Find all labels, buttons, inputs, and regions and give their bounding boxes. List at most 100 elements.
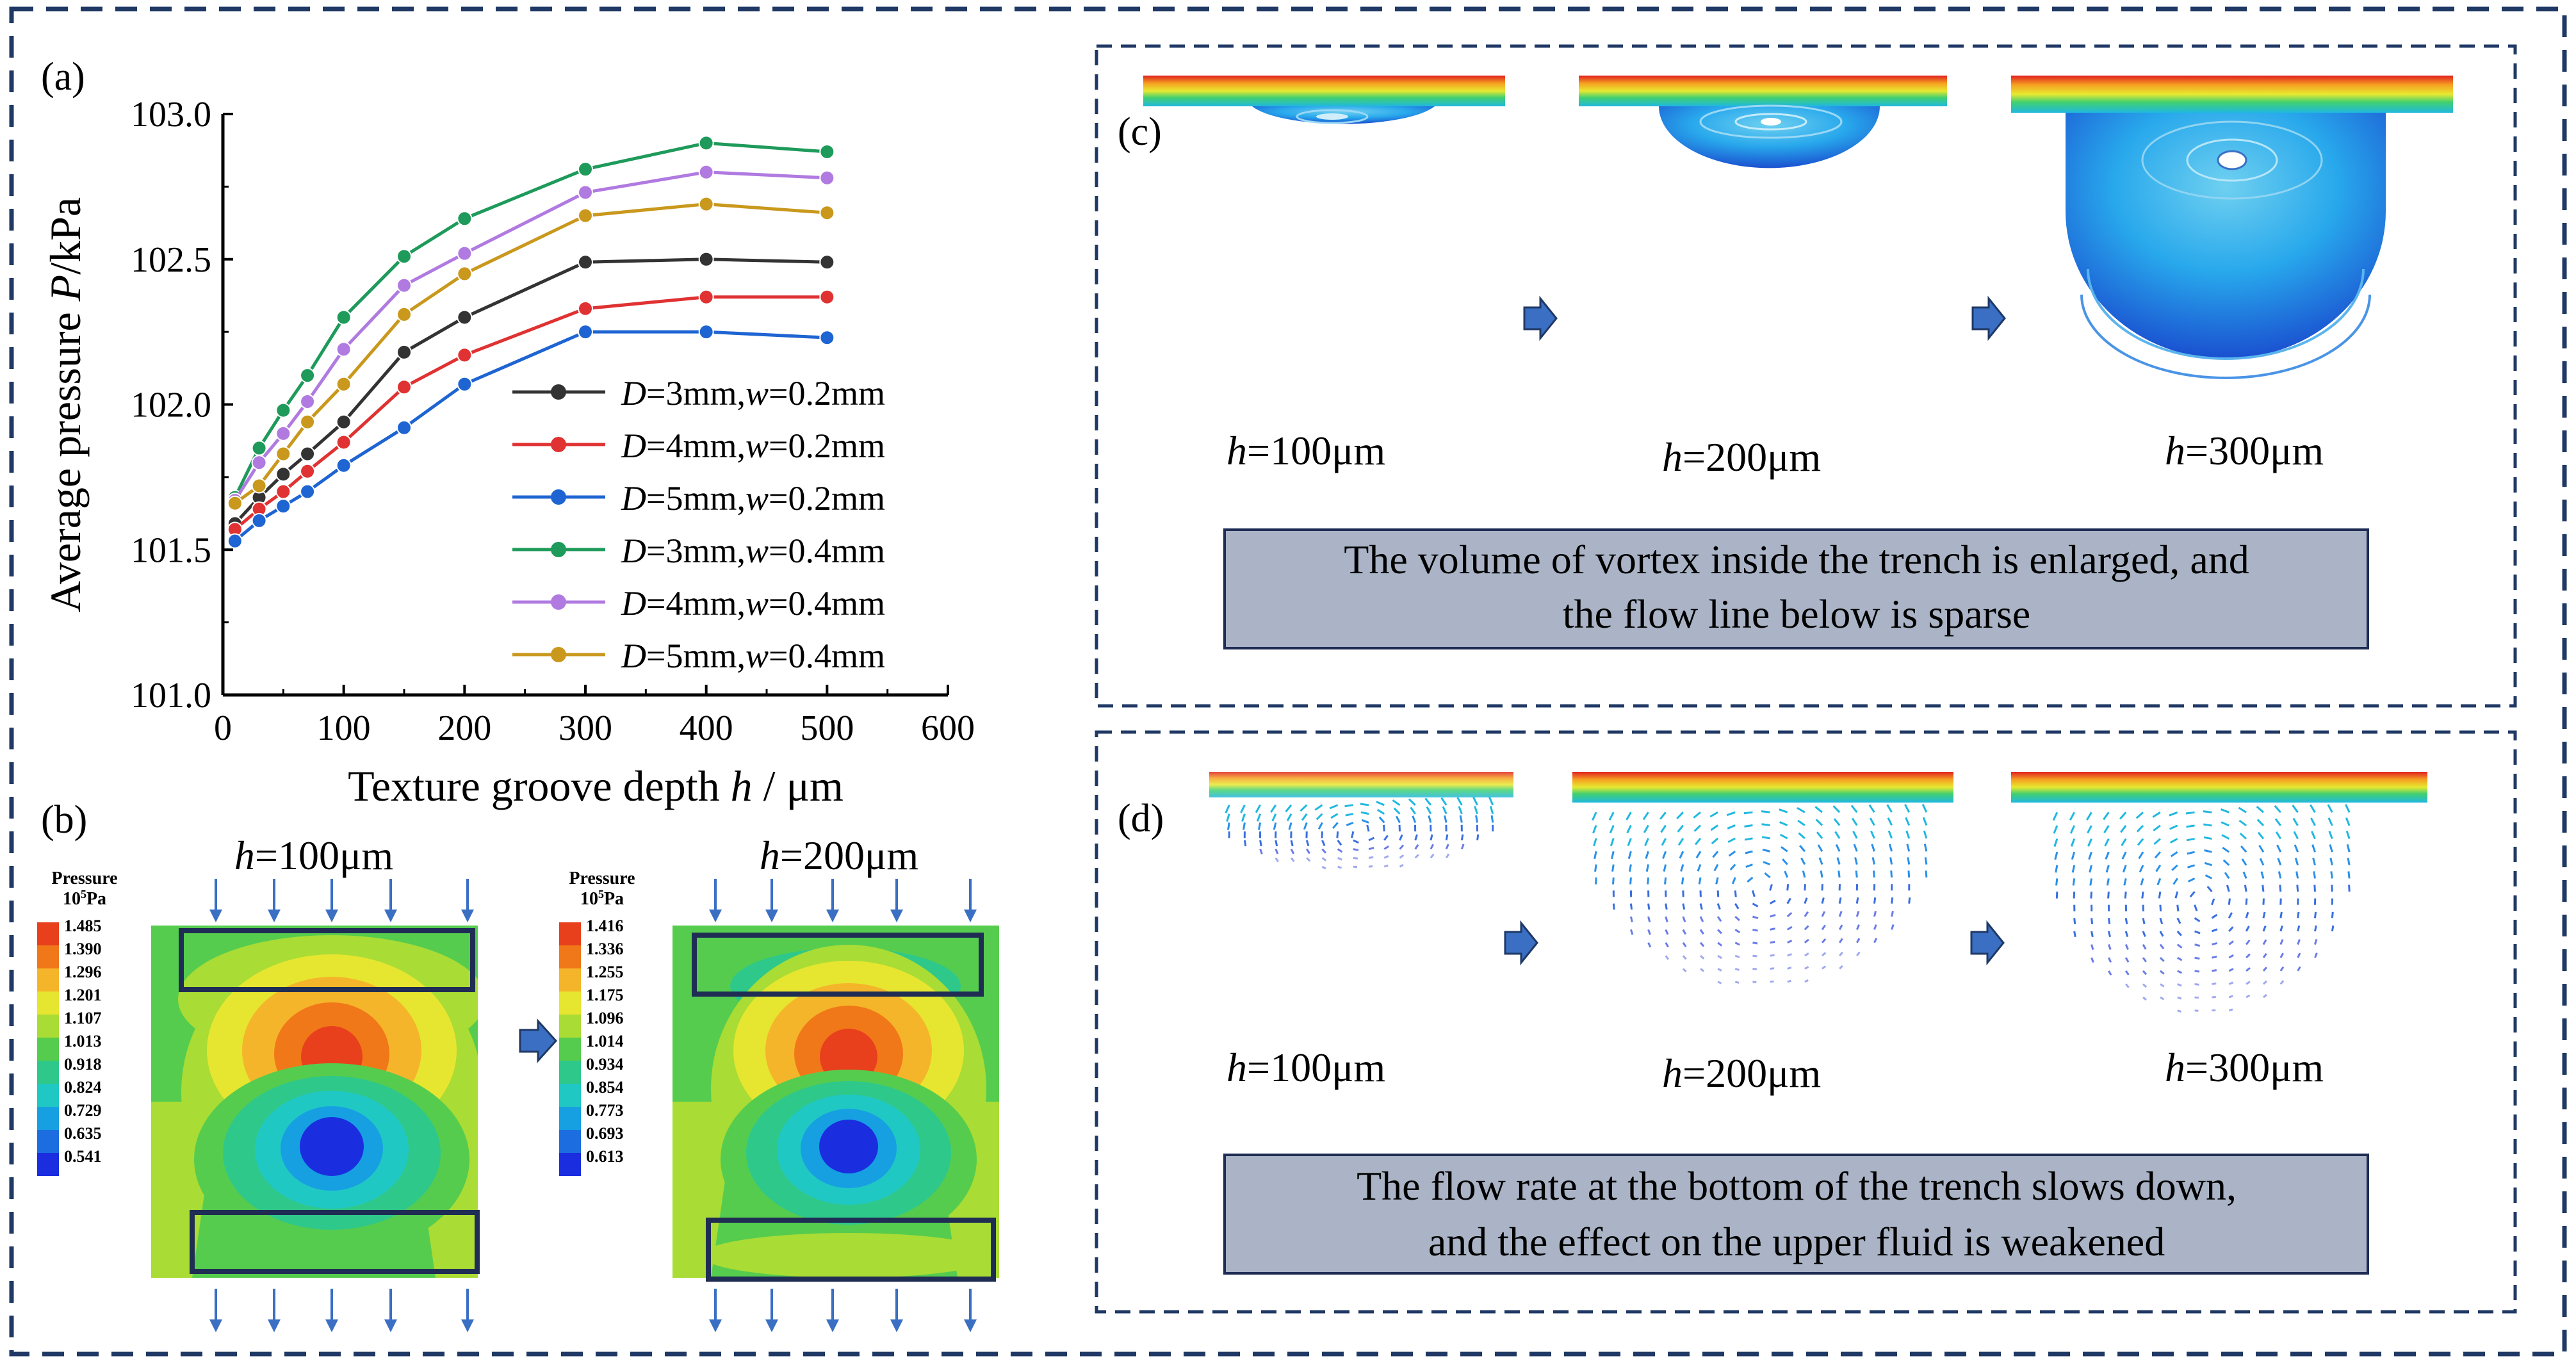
data-point (300, 446, 316, 462)
vector-dash (1699, 903, 1703, 910)
vector-dash (2156, 877, 2162, 886)
vector-dash (1890, 870, 1893, 878)
data-point (275, 498, 291, 514)
vector-dash (1645, 851, 1649, 860)
vector-dash (1836, 857, 1841, 865)
vector-dash (1852, 831, 1858, 839)
vector-dash (1383, 855, 1389, 859)
vector-dash (1679, 851, 1684, 859)
vector-dash (1838, 938, 1843, 943)
vector-dash (2296, 885, 2299, 892)
vector-dash (2327, 817, 2333, 826)
vector-dash (1787, 979, 1791, 983)
vector-dash (2142, 931, 2146, 937)
vector-dash (1488, 796, 1494, 806)
vector-dash (1734, 890, 1737, 897)
vector-dash (2185, 811, 2195, 815)
scale-label: 0.541 (64, 1147, 102, 1166)
vector-dash (1663, 864, 1667, 872)
vector-dash (1424, 797, 1432, 806)
vector-dash (1770, 954, 1775, 957)
scale-label: 1.107 (64, 1009, 102, 1027)
vector-dash (2240, 845, 2247, 853)
vector-dash (1317, 822, 1323, 830)
scale-label: 1.013 (64, 1032, 102, 1050)
chart-series (227, 135, 835, 549)
vector-dash (1821, 911, 1826, 917)
vector-dash (1393, 807, 1401, 815)
vector-dash (2124, 891, 2127, 899)
vector-dash (2212, 942, 2218, 946)
vector-dash (1786, 926, 1793, 931)
x-tick-label: 400 (680, 708, 733, 748)
vector-dash (1873, 911, 1877, 917)
vector-dash (2329, 858, 2333, 866)
vector-dash (1873, 938, 1878, 943)
scale-label: 0.729 (64, 1101, 102, 1120)
vector-dash (2107, 931, 2111, 938)
vector-dash (1255, 804, 1261, 813)
vector-dash (2212, 956, 2217, 959)
scale-label: 0.934 (586, 1055, 624, 1073)
vector-dash (1699, 942, 1705, 947)
vector-dash (1873, 897, 1877, 904)
legend-label-6: D=5mm,w=0.4mm (621, 637, 885, 675)
vector-dash (1727, 824, 1736, 829)
vector-dash (1855, 911, 1860, 917)
vector-dash (2119, 812, 2127, 820)
vector-dash (2069, 812, 2076, 821)
y-axis-label: Average pressure P/kPa (41, 197, 90, 612)
vector-dash (2262, 911, 2266, 918)
vector-dash (2142, 957, 2147, 963)
vector-dash (2052, 812, 2058, 821)
vector-dash (1769, 899, 1776, 904)
flow-arrow-head (384, 1319, 397, 1332)
vector-dash (1395, 815, 1401, 824)
vector-dash (1592, 825, 1597, 834)
panel-label-c: (c) (1118, 110, 1162, 154)
vector-dash (1303, 822, 1308, 830)
x-tick-label: 600 (921, 708, 975, 748)
vector-dash (1608, 812, 1615, 821)
vector-dash (2124, 943, 2129, 950)
color-scale-1: 1.485 1.390 1.296 1.201 1.107 1.013 0.918 0.824… (37, 917, 102, 1176)
data-point (336, 376, 352, 392)
vector-dash (1414, 854, 1419, 859)
vector-dash (1366, 824, 1370, 832)
series-line-6 (234, 202, 827, 505)
y-tick-label: 101.0 (131, 676, 211, 715)
vector-dash (2244, 885, 2247, 892)
vector-dash (1871, 844, 1875, 852)
vector-dash (1351, 831, 1355, 838)
vector-dash (1259, 849, 1263, 854)
vector-dash (2262, 925, 2267, 932)
vector-dash (1275, 849, 1279, 854)
vector-dash (1490, 815, 1494, 823)
flow-arrow-head (964, 910, 977, 922)
vector-dash (1442, 806, 1447, 815)
vector-dash (1887, 817, 1893, 826)
vector-dash (1665, 929, 1669, 935)
vector-dash (2279, 980, 2285, 985)
vector-dash (2331, 911, 2334, 918)
x-tick-label: 100 (317, 708, 371, 748)
vector-dash (1787, 967, 1792, 970)
vector-dash (1888, 844, 1893, 852)
data-point (698, 196, 714, 212)
vector-dash (2228, 940, 2234, 945)
x-tick-label: 500 (800, 708, 854, 748)
scale-swatch (559, 1107, 581, 1130)
vector-dash (1300, 804, 1308, 812)
vector-dash (2169, 838, 2178, 844)
vector-dash (2212, 969, 2217, 972)
vector-dash (2260, 871, 2265, 879)
vector-dash (1445, 834, 1449, 841)
vector-dash (2297, 911, 2300, 918)
flow-arrow-head (765, 1319, 778, 1332)
vector-dash (1728, 851, 1736, 857)
vector-dash (1643, 824, 1649, 833)
vector-dash (1243, 840, 1247, 847)
vector-dash (1368, 865, 1373, 868)
vector-dash (1717, 954, 1722, 959)
data-point (457, 309, 473, 325)
